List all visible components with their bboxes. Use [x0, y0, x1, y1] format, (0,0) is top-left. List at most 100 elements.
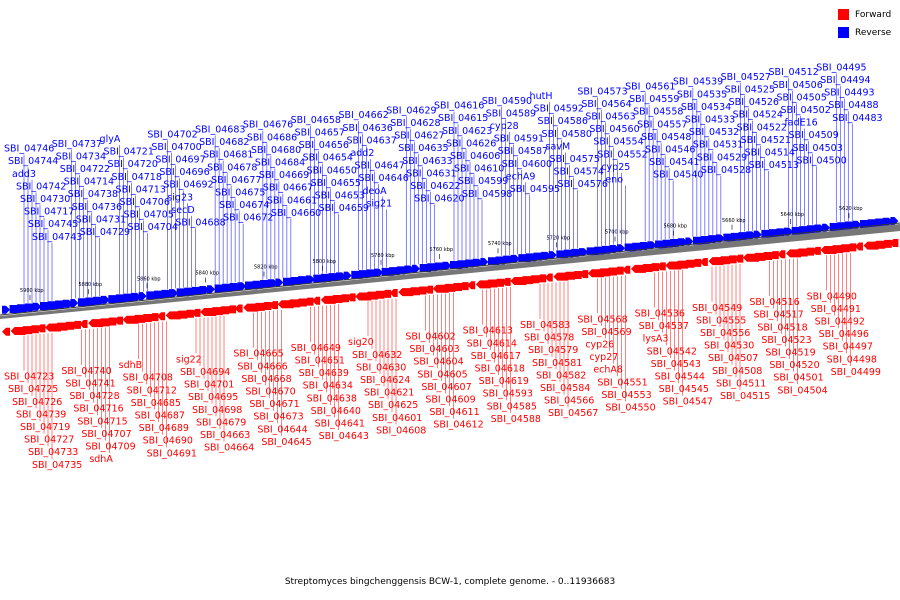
reverse-gene-arrow: [174, 310, 188, 319]
gene-label: SBI_04545: [659, 384, 709, 395]
gene-label: SBI_04727: [24, 435, 74, 446]
gene-label: SBI_04635: [398, 143, 448, 154]
gene-label: SBI_04696: [159, 167, 209, 178]
gene-label: SBI_04559: [629, 94, 679, 105]
gene-label: SBI_04728: [69, 391, 119, 402]
reverse-gene-arrow: [493, 278, 505, 287]
gene-label: echA8: [593, 365, 623, 376]
gene-label: SBI_04708: [123, 373, 173, 384]
gene-label: SBI_04731: [76, 214, 126, 225]
gene-label: SBI_04606: [450, 151, 500, 162]
gene-label: SBI_04658: [291, 115, 341, 126]
forward-gene-arrow: [715, 234, 725, 243]
gene-label: SBI_04555: [696, 315, 746, 326]
gene-label: sdhB: [119, 360, 143, 371]
forward-gene-arrow: [753, 230, 762, 239]
legend-forward-swatch: [838, 9, 849, 20]
forward-gene-arrow: [62, 299, 73, 308]
reverse-gene-arrow: [794, 248, 808, 257]
gene-label: SBI_04649: [291, 343, 341, 354]
gene-label: SBI_04600: [502, 159, 552, 170]
gene-label: SBI_04664: [204, 443, 254, 454]
scale-tick-label: 5720 kbp: [547, 235, 571, 241]
gene-label: SBI_04675: [215, 187, 265, 198]
gene-label: SBI_04653: [315, 191, 365, 202]
gene-label: SBI_04528: [701, 165, 751, 176]
gene-label: SBI_04714: [64, 177, 114, 188]
gene-label: SBI_04723: [4, 372, 54, 383]
gene-label: SBI_04620: [414, 194, 464, 205]
gene-label: SBI_04630: [356, 362, 406, 373]
gene-label: SBI_04576: [558, 179, 608, 190]
gene-label: SBI_04677: [211, 175, 261, 186]
forward-gene-arrow: [343, 271, 352, 280]
backbone-edge: [0, 222, 900, 316]
forward-gene-arrow: [404, 265, 415, 274]
gene-label: SBI_04745: [28, 219, 78, 230]
reverse-gene-arrow: [484, 279, 498, 288]
forward-gene-arrow: [510, 254, 520, 263]
gene-label: SBI_04686: [247, 132, 297, 143]
gene-label: SBI_04698: [192, 405, 242, 416]
gene-label: SBI_04551: [597, 377, 647, 388]
scale-tick-label: 5840 kbp: [196, 270, 220, 276]
gene-label: SBI_04575: [550, 154, 600, 165]
gene-label: SBI_04632: [352, 350, 402, 361]
gene-label: SBI_04518: [757, 322, 807, 333]
gene-label: SBI_04552: [597, 149, 647, 160]
forward-gene-arrow: [746, 231, 757, 240]
forward-gene-arrow: [609, 245, 620, 254]
forward-gene-arrow: [2, 305, 10, 314]
gene-label: SBI_04743: [32, 232, 82, 243]
gene-label: SBI_04665: [233, 349, 283, 360]
gene-label: SBI_04584: [540, 383, 590, 394]
forward-gene-arrow: [617, 244, 626, 253]
gene-label: SBI_04700: [151, 142, 201, 153]
gene-label: SBI_04556: [700, 328, 750, 339]
reverse-gene-arrow: [639, 264, 653, 273]
gene-label: SBI_04604: [413, 357, 463, 368]
gene-label: SBI_04644: [257, 424, 307, 435]
gene-label: SBI_04516: [749, 297, 799, 308]
reverse-gene-arrow: [381, 289, 392, 298]
gene-label: SBI_04549: [692, 303, 742, 314]
forward-gene-arrow: [541, 251, 552, 260]
gene-label: SBI_04554: [593, 137, 643, 148]
forward-gene-arrow: [336, 272, 347, 281]
forward-gene-arrow: [412, 264, 421, 273]
gene-label: SBI_04564: [581, 99, 631, 110]
gene-label: SBI_04543: [651, 359, 701, 370]
gene-label: SBI_04717: [24, 207, 74, 218]
gene-label: SBI_04534: [681, 102, 731, 113]
gene-label: SBI_04526: [729, 97, 779, 108]
reverse-gene-arrow: [622, 265, 631, 274]
forward-gene-arrow: [138, 292, 147, 301]
forward-gene-arrow: [169, 289, 179, 298]
gene-label: sig21: [366, 198, 392, 209]
gene-label: SBI_04583: [520, 320, 570, 331]
gene-label: SBI_04661: [267, 195, 317, 206]
reverse-gene-arrow: [837, 244, 850, 253]
gene-label: SBI_04512: [768, 67, 818, 78]
scale-tick-label: 5780 kbp: [371, 253, 395, 259]
reverse-gene-arrow: [562, 271, 575, 280]
reverse-gene-arrow: [251, 302, 265, 311]
gene-label: SBI_04726: [12, 397, 62, 408]
forward-gene-arrow: [305, 275, 315, 284]
gene-label: SBI_04615: [438, 113, 488, 124]
reverse-gene-arrow: [682, 259, 695, 268]
gene-label: SBI_04736: [72, 202, 122, 213]
forward-gene-arrow: [472, 258, 483, 267]
gene-label: secD: [171, 205, 194, 216]
gene-label: SBI_04706: [120, 197, 170, 208]
reverse-gene-arrow: [760, 251, 773, 260]
reverse-gene-arrow: [191, 308, 201, 317]
gene-label: SBI_04578: [524, 333, 574, 344]
forward-gene-arrow: [647, 241, 657, 250]
gene-label: SBI_04495: [816, 62, 866, 73]
gene-label: SBI_04542: [647, 346, 697, 357]
reverse-gene-arrow: [338, 294, 349, 303]
gene-label: SBI_04688: [175, 217, 225, 228]
forward-gene-arrow: [480, 257, 489, 266]
gene-label: SBI_04713: [116, 184, 166, 195]
